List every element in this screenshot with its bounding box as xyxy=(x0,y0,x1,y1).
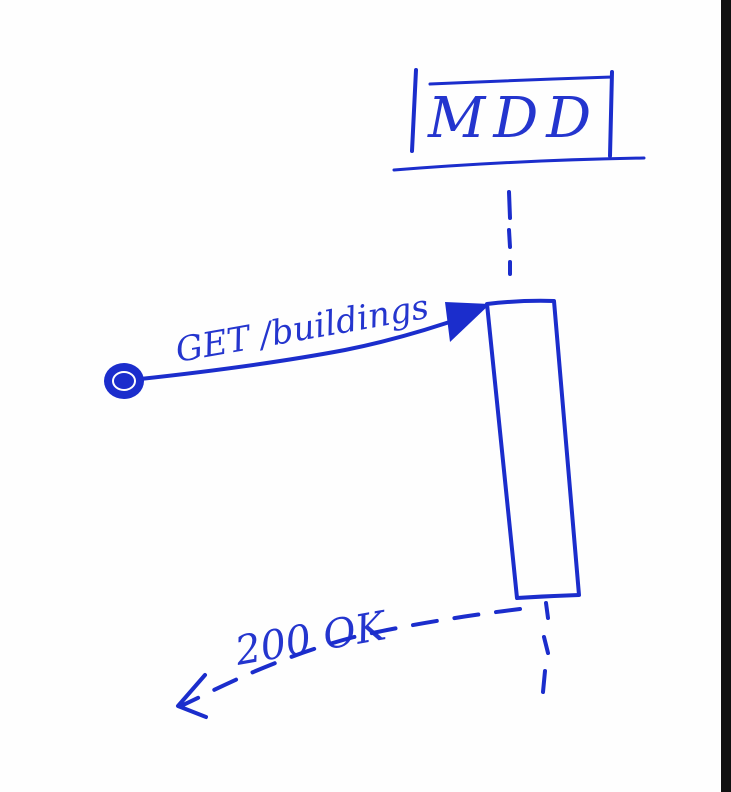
participant-lifeline-bottom xyxy=(541,601,550,694)
participant-lifeline-top xyxy=(507,190,512,276)
participant-label: MDD xyxy=(427,86,599,151)
request-start-marker xyxy=(104,363,144,399)
response-message-label: 200 OK xyxy=(231,603,391,675)
participant-box xyxy=(392,68,646,172)
activation-bar xyxy=(485,298,581,600)
request-arrowhead xyxy=(445,302,490,342)
request-arrow-line xyxy=(138,313,472,381)
page-edge-shadow xyxy=(721,0,731,792)
response-arrowhead xyxy=(176,673,208,719)
response-arrow-line xyxy=(181,607,522,707)
